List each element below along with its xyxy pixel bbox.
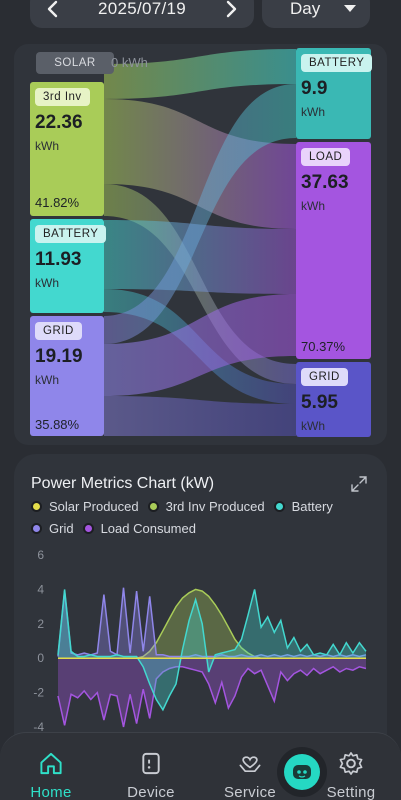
- nav-setting-label: Setting: [326, 784, 376, 800]
- legend-dot: [147, 500, 159, 512]
- node-3rd-inv-value: 22.36: [35, 112, 83, 133]
- series-line-battery: [57, 589, 367, 712]
- nav-device[interactable]: Device: [111, 733, 191, 800]
- energy-flow-diagram: [104, 49, 296, 436]
- service-heart-hand-icon: [239, 756, 261, 773]
- legend-label: 3rd Inv Produced: [165, 498, 265, 514]
- flow-battery-load: [104, 220, 296, 294]
- legend-label: Load Consumed: [100, 520, 196, 536]
- node-3rd-inv-label: 3rd Inv: [35, 88, 90, 106]
- flow-3rdinv-battery: [104, 49, 296, 99]
- legend-item[interactable]: Grid: [31, 520, 74, 536]
- chevron-right-icon: [226, 0, 237, 18]
- node-battery-source-label: BATTERY: [35, 225, 107, 243]
- legend-label: Battery: [291, 498, 333, 514]
- y-tick-label: 0: [37, 651, 44, 665]
- assistant-robot-icon: [284, 754, 320, 790]
- node-grid-source-percent: 35.88%: [35, 417, 80, 432]
- nav-home-label: Home: [30, 784, 72, 800]
- node-3rd-inv-percent: 41.82%: [35, 195, 80, 210]
- node-battery-source[interactable]: BATTERY 11.93 kWh: [30, 219, 107, 313]
- chart-legend: Solar Produced 3rd Inv Produced Battery Gri…: [31, 498, 376, 542]
- next-date-button[interactable]: [220, 0, 242, 20]
- device-icon: [142, 752, 160, 775]
- flow-grid-grid: [104, 396, 296, 436]
- series-area-3rd-inv-produced: [58, 589, 366, 659]
- y-tick-label: -2: [33, 686, 44, 700]
- node-grid-source[interactable]: GRID 19.19 kWh 35.88%: [30, 316, 104, 436]
- series-area-grid: [58, 587, 366, 659]
- legend-item[interactable]: Load Consumed: [82, 520, 196, 536]
- period-value: Day: [290, 0, 321, 18]
- node-load-percent: 70.37%: [301, 339, 346, 354]
- solar-chip: SOLAR: [36, 52, 114, 74]
- series-line-load-consumed: [57, 665, 367, 728]
- power-metrics-chart: 6 4 2 0 -2 -4: [33, 548, 367, 734]
- date-selector: 2025/07/19: [30, 0, 254, 28]
- flow-3rdinv-load: [104, 99, 296, 229]
- legend-dot: [31, 500, 42, 512]
- nav-service-label: Service: [223, 784, 277, 800]
- node-load-unit: kWh: [301, 199, 325, 213]
- current-date[interactable]: 2025/07/19: [97, 0, 187, 18]
- node-load-label: LOAD: [301, 148, 351, 166]
- legend-dot: [273, 500, 285, 512]
- series-area-battery: [58, 589, 366, 710]
- flow-grid-load: [104, 294, 296, 396]
- period-dropdown[interactable]: Day: [262, 0, 370, 28]
- chevron-left-icon: [47, 0, 58, 18]
- node-grid-source-label: GRID: [35, 322, 82, 340]
- assistant-button[interactable]: [277, 747, 327, 797]
- legend-item[interactable]: Battery: [273, 498, 333, 514]
- y-tick-label: 2: [37, 617, 44, 631]
- node-grid-source-value: 19.19: [35, 346, 83, 367]
- legend-item[interactable]: Solar Produced: [31, 498, 139, 514]
- energy-flow-card: SOLAR 0 kWh 3rd Inv 22.36 kWh 41.82% BAT…: [14, 44, 387, 445]
- node-3rd-inv[interactable]: 3rd Inv 22.36 kWh 41.82%: [30, 82, 104, 216]
- legend-label: Grid: [49, 520, 74, 536]
- legend-dot: [82, 522, 94, 534]
- node-battery-target-value: 9.9: [301, 78, 328, 99]
- legend-item[interactable]: 3rd Inv Produced: [147, 498, 265, 514]
- y-tick-label: -4: [33, 720, 44, 734]
- node-battery-target-label: BATTERY: [301, 54, 373, 72]
- nav-device-label: Device: [127, 784, 175, 800]
- node-battery-source-unit: kWh: [35, 276, 59, 290]
- nav-home[interactable]: Home: [11, 733, 91, 800]
- node-battery-target[interactable]: BATTERY 9.9 kWh: [296, 48, 373, 139]
- caret-down-icon: [344, 5, 356, 12]
- node-grid-target-value: 5.95: [301, 392, 338, 413]
- power-metrics-card: Power Metrics Chart (kW) Solar Produced 3…: [14, 454, 387, 774]
- nav-service[interactable]: Service: [210, 733, 290, 800]
- node-grid-target[interactable]: GRID 5.95 kWh: [296, 362, 371, 437]
- expand-icon[interactable]: [351, 476, 367, 492]
- node-3rd-inv-unit: kWh: [35, 139, 59, 153]
- chart-title: Power Metrics Chart (kW): [31, 475, 215, 492]
- legend-label: Solar Produced: [49, 498, 139, 514]
- node-battery-source-value: 11.93: [35, 249, 82, 270]
- node-battery-target-unit: kWh: [301, 105, 325, 119]
- solar-value: 0 kWh: [111, 55, 148, 70]
- y-tick-label: 4: [37, 582, 44, 596]
- bottom-navigation: Home Device Service Setting: [0, 732, 401, 800]
- node-grid-target-unit: kWh: [301, 419, 325, 433]
- gear-icon: [339, 752, 363, 775]
- node-grid-target-label: GRID: [301, 368, 348, 386]
- home-icon: [40, 752, 62, 775]
- node-load[interactable]: LOAD 37.63 kWh 70.37%: [296, 142, 371, 359]
- legend-dot: [31, 522, 42, 534]
- nav-setting[interactable]: Setting: [311, 733, 391, 800]
- y-tick-label: 6: [37, 548, 44, 562]
- node-grid-source-unit: kWh: [35, 373, 59, 387]
- node-load-value: 37.63: [301, 172, 349, 193]
- flow-grid-battery: [104, 84, 296, 344]
- previous-date-button[interactable]: [42, 0, 64, 20]
